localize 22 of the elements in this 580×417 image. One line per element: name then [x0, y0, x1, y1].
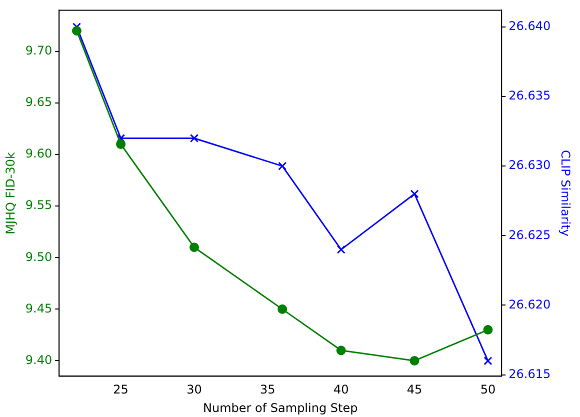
y-tick-label: 9.45 [25, 301, 52, 316]
y2-tick-label: 26.625 [508, 228, 551, 242]
y-tick-label: 9.70 [25, 44, 52, 58]
y-axis-title: MJHQ FID-30k [3, 152, 18, 234]
y-tick-label: 9.65 [25, 95, 52, 110]
y-tick-label: 9.50 [25, 250, 52, 264]
x-tick-label: 35 [260, 382, 276, 397]
y2-axis-title: CLIP Similarity [558, 150, 573, 236]
x-tick-label: 30 [186, 382, 202, 397]
x-tick-label: 45 [406, 382, 422, 397]
x-axis-title: Number of Sampling Step [203, 400, 358, 415]
y2-tick-label: 26.635 [508, 88, 551, 103]
y2-tick-label: 26.615 [508, 366, 551, 381]
y2-tick-label: 26.630 [508, 158, 551, 172]
y-tick-label: 9.60 [25, 146, 52, 161]
y2-tick-label: 26.640 [508, 19, 551, 34]
x-tick-label: 40 [333, 382, 349, 397]
y2-tick-label: 26.620 [508, 297, 551, 312]
y-tick-label: 9.40 [25, 352, 52, 367]
y-tick-label: 9.55 [25, 198, 52, 212]
x-tick-label: 50 [480, 382, 496, 397]
x-tick-label: 25 [113, 382, 128, 397]
